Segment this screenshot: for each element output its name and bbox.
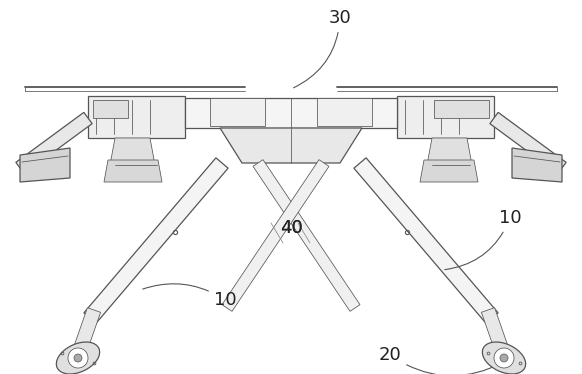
Ellipse shape xyxy=(56,342,100,374)
Polygon shape xyxy=(185,98,397,128)
Text: 40: 40 xyxy=(279,219,303,252)
Polygon shape xyxy=(481,308,510,355)
Polygon shape xyxy=(93,100,128,118)
Polygon shape xyxy=(210,98,265,126)
Polygon shape xyxy=(427,138,472,165)
Polygon shape xyxy=(72,308,101,355)
Polygon shape xyxy=(354,158,498,323)
Circle shape xyxy=(500,354,508,362)
Polygon shape xyxy=(434,100,489,118)
Text: 40: 40 xyxy=(279,219,303,237)
Circle shape xyxy=(74,354,82,362)
Circle shape xyxy=(68,348,88,368)
Polygon shape xyxy=(88,96,185,138)
Polygon shape xyxy=(512,148,562,182)
Text: 30: 30 xyxy=(293,9,352,88)
Circle shape xyxy=(494,348,514,368)
Polygon shape xyxy=(317,98,372,126)
Polygon shape xyxy=(253,160,360,311)
Polygon shape xyxy=(397,96,494,138)
Text: 10: 10 xyxy=(445,209,521,270)
Polygon shape xyxy=(220,128,362,163)
Polygon shape xyxy=(420,160,478,182)
Polygon shape xyxy=(490,112,566,174)
Polygon shape xyxy=(16,112,92,174)
Polygon shape xyxy=(104,160,162,182)
Text: 10: 10 xyxy=(143,284,236,309)
Polygon shape xyxy=(20,148,70,182)
Polygon shape xyxy=(222,160,329,311)
Text: 20: 20 xyxy=(379,346,502,374)
Ellipse shape xyxy=(482,342,526,374)
Polygon shape xyxy=(84,158,228,323)
Polygon shape xyxy=(110,138,155,165)
